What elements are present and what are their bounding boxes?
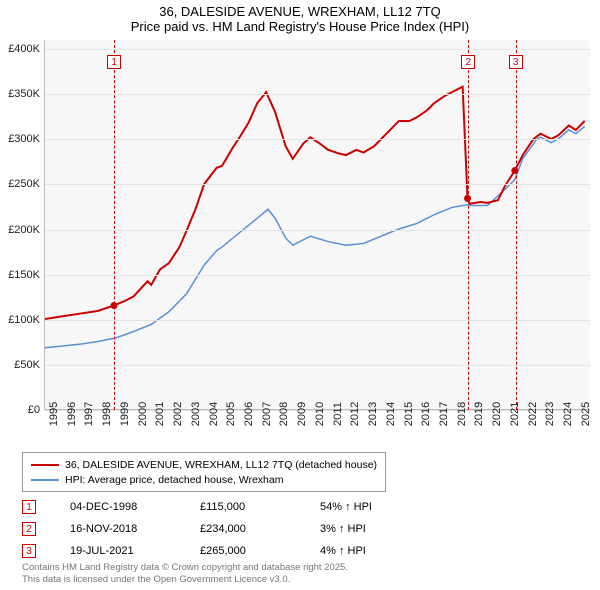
event-date: 04-DEC-1998 bbox=[70, 501, 200, 513]
x-tick-label: 1998 bbox=[101, 402, 113, 426]
x-tick-label: 2024 bbox=[562, 402, 574, 426]
event-date: 16-NOV-2018 bbox=[70, 523, 200, 535]
series-line bbox=[45, 126, 585, 347]
event-pct: 4% ↑ HPI bbox=[320, 545, 430, 557]
legend-item: HPI: Average price, detached house, Wrex… bbox=[31, 472, 377, 487]
event-date: 19-JUL-2021 bbox=[70, 545, 200, 557]
legend-item: 36, DALESIDE AVENUE, WREXHAM, LL12 7TQ (… bbox=[31, 457, 377, 472]
plot-area: 1 2 3 bbox=[44, 40, 590, 410]
chart-svg bbox=[45, 40, 590, 409]
x-tick-label: 2016 bbox=[420, 402, 432, 426]
event-pct: 54% ↑ HPI bbox=[320, 501, 430, 513]
events-table: 1 04-DEC-1998 £115,000 54% ↑ HPI 2 16-NO… bbox=[22, 496, 430, 562]
x-tick-label: 1997 bbox=[83, 402, 95, 426]
x-tick-label: 1995 bbox=[48, 402, 60, 426]
event-pct: 3% ↑ HPI bbox=[320, 523, 430, 535]
x-tick-label: 1996 bbox=[66, 402, 78, 426]
y-tick-label: £400K bbox=[0, 43, 40, 55]
x-tick-label: 2002 bbox=[172, 402, 184, 426]
legend-label: 36, DALESIDE AVENUE, WREXHAM, LL12 7TQ (… bbox=[65, 459, 377, 471]
legend-swatch bbox=[31, 464, 59, 466]
event-row: 3 19-JUL-2021 £265,000 4% ↑ HPI bbox=[22, 540, 430, 562]
attribution-line: This data is licensed under the Open Gov… bbox=[22, 574, 348, 586]
x-tick-label: 2010 bbox=[314, 402, 326, 426]
transaction-marker: 2 bbox=[461, 55, 475, 69]
y-tick-label: £50K bbox=[0, 359, 40, 371]
attribution-line: Contains HM Land Registry data © Crown c… bbox=[22, 562, 348, 574]
y-tick-label: £250K bbox=[0, 178, 40, 190]
x-tick-label: 2003 bbox=[190, 402, 202, 426]
event-row: 2 16-NOV-2018 £234,000 3% ↑ HPI bbox=[22, 518, 430, 540]
chart-container: 36, DALESIDE AVENUE, WREXHAM, LL12 7TQ P… bbox=[0, 0, 600, 590]
title-subtitle: Price paid vs. HM Land Registry's House … bbox=[0, 19, 600, 34]
x-tick-label: 2008 bbox=[278, 402, 290, 426]
y-tick-label: £100K bbox=[0, 314, 40, 326]
y-tick-label: £300K bbox=[0, 133, 40, 145]
event-marker-icon: 1 bbox=[22, 500, 36, 514]
x-tick-label: 2000 bbox=[137, 402, 149, 426]
x-tick-label: 2017 bbox=[438, 402, 450, 426]
x-tick-label: 2005 bbox=[225, 402, 237, 426]
x-tick-label: 2020 bbox=[491, 402, 503, 426]
x-tick-label: 1999 bbox=[119, 402, 131, 426]
legend-label: HPI: Average price, detached house, Wrex… bbox=[65, 474, 284, 486]
x-tick-label: 2001 bbox=[154, 402, 166, 426]
y-tick-label: £0 bbox=[0, 404, 40, 416]
x-tick-label: 2022 bbox=[527, 402, 539, 426]
title-address: 36, DALESIDE AVENUE, WREXHAM, LL12 7TQ bbox=[0, 4, 600, 19]
event-price: £234,000 bbox=[200, 523, 320, 535]
y-tick-label: £350K bbox=[0, 88, 40, 100]
event-row: 1 04-DEC-1998 £115,000 54% ↑ HPI bbox=[22, 496, 430, 518]
event-marker-icon: 2 bbox=[22, 522, 36, 536]
series-line bbox=[45, 87, 585, 319]
transaction-vline bbox=[516, 40, 517, 410]
x-tick-label: 2018 bbox=[456, 402, 468, 426]
event-price: £115,000 bbox=[200, 501, 320, 513]
event-price: £265,000 bbox=[200, 545, 320, 557]
x-tick-label: 2014 bbox=[385, 402, 397, 426]
y-tick-label: £200K bbox=[0, 224, 40, 236]
x-tick-label: 2021 bbox=[509, 402, 521, 426]
title-block: 36, DALESIDE AVENUE, WREXHAM, LL12 7TQ P… bbox=[0, 0, 600, 36]
x-tick-label: 2011 bbox=[332, 402, 344, 426]
legend-swatch bbox=[31, 479, 59, 481]
x-tick-label: 2004 bbox=[208, 402, 220, 426]
x-tick-label: 2015 bbox=[403, 402, 415, 426]
transaction-vline bbox=[468, 40, 469, 410]
transaction-marker: 3 bbox=[509, 55, 523, 69]
transaction-vline bbox=[114, 40, 115, 410]
x-tick-label: 2006 bbox=[243, 402, 255, 426]
x-tick-label: 2025 bbox=[580, 402, 592, 426]
transaction-marker: 1 bbox=[107, 55, 121, 69]
x-tick-label: 2023 bbox=[544, 402, 556, 426]
x-tick-label: 2012 bbox=[349, 402, 361, 426]
y-tick-label: £150K bbox=[0, 269, 40, 281]
x-tick-label: 2013 bbox=[367, 402, 379, 426]
event-marker-icon: 3 bbox=[22, 544, 36, 558]
attribution: Contains HM Land Registry data © Crown c… bbox=[22, 562, 348, 586]
x-tick-label: 2009 bbox=[296, 402, 308, 426]
x-tick-label: 2019 bbox=[473, 402, 485, 426]
x-tick-label: 2007 bbox=[261, 402, 273, 426]
legend: 36, DALESIDE AVENUE, WREXHAM, LL12 7TQ (… bbox=[22, 452, 386, 492]
